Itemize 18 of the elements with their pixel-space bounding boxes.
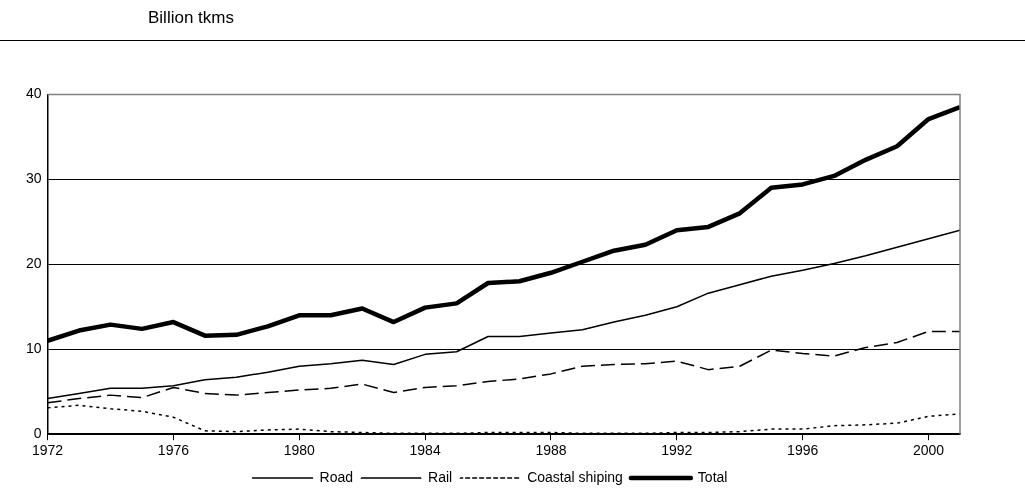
y-tick-label: 30 [25, 170, 42, 187]
x-tick-label: 1972 [31, 442, 64, 459]
legend-label: Coastal shiping [527, 468, 623, 485]
legend-label: Rail [428, 468, 453, 485]
x-tick-label: 1988 [535, 442, 567, 459]
y-tick-label: 40 [25, 85, 42, 102]
y-tick-label: 0 [33, 425, 42, 442]
x-tick-label: 1980 [283, 442, 316, 459]
y-tick-label: 10 [25, 340, 42, 357]
legend-label: Road [319, 468, 354, 485]
x-tick-label: 1996 [787, 442, 819, 459]
y-tick-label: 20 [25, 255, 42, 272]
x-tick-label: 1976 [157, 442, 190, 459]
x-tick-label: 1992 [661, 442, 693, 459]
legend-label: Total [697, 468, 728, 485]
x-tick-label: 2000 [912, 442, 945, 459]
x-tick-label: 1984 [409, 442, 441, 459]
chart-title: Billion tkms [148, 8, 234, 28]
